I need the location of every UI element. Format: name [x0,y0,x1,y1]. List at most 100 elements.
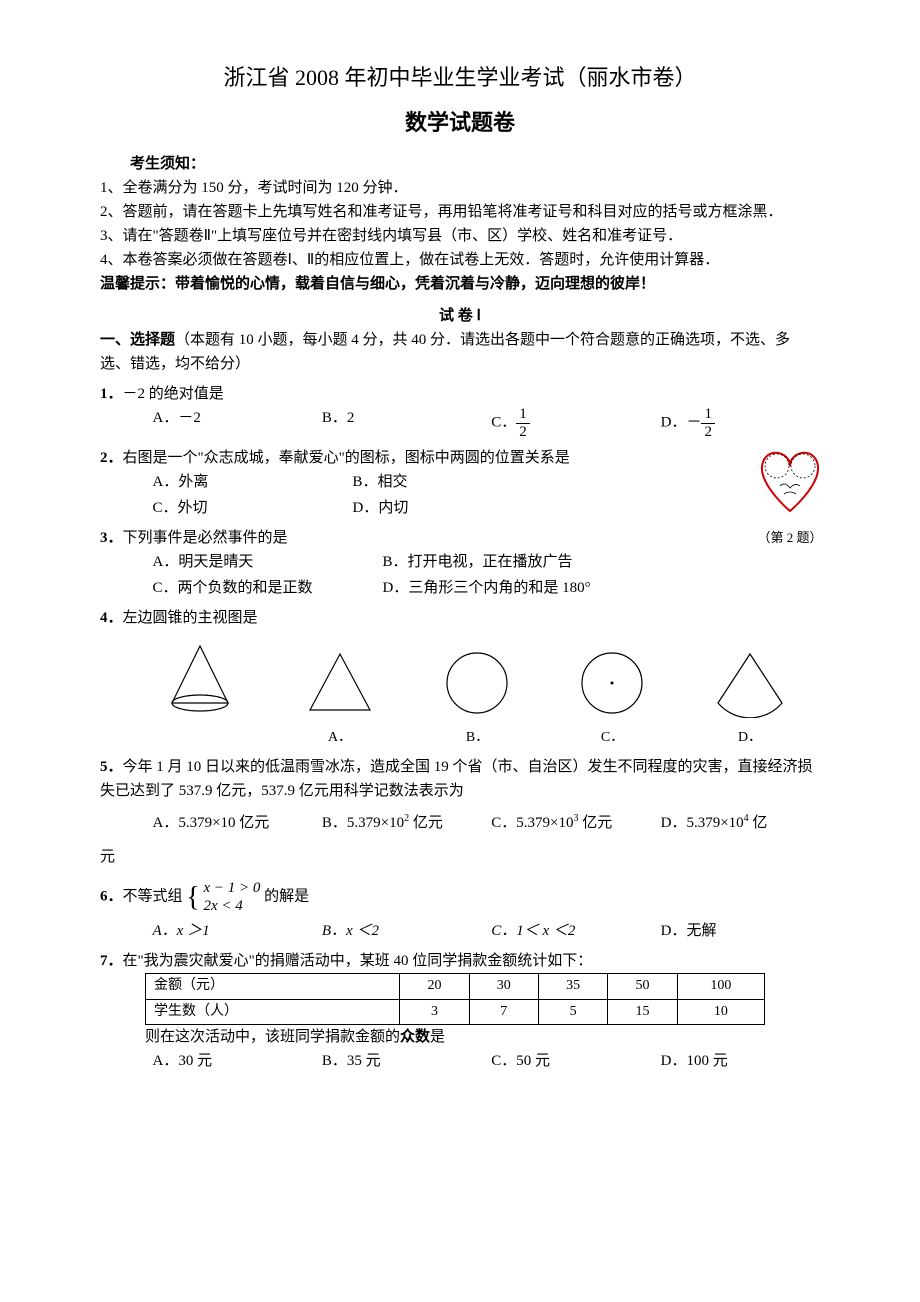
question-5: 5．今年 1 月 10 日以来的低温雨雪冰冻，造成全国 19 个省（市、自治区）… [100,755,820,869]
notice-item: 3、请在"答题卷Ⅱ"上填写座位号并在密封线内填写县（市、区）学校、姓名和准考证号… [100,224,820,248]
q6-prefix: 不等式组 [123,889,183,905]
q2-text: 右图是一个"众志成城，奉献爱心"的图标，图标中两圆的位置关系是 [123,450,570,466]
q4-text: 左边圆锥的主视图是 [123,610,258,626]
q7-option-b: B．35 元 [322,1049,481,1073]
q4-label-c: C． [575,727,650,749]
notice-item: 2、答题前，请在答题卡上先填写姓名和准考证号，再用铅笔将准考证号和科目对应的括号… [100,200,820,224]
table-cell: 5 [538,999,607,1024]
q7-option-d: D．100 元 [661,1049,820,1073]
q3-option-d: D．三角形三个内角的和是 180° [383,576,683,600]
q5-tail: 元 [100,845,820,869]
q4-label-a: A． [300,727,380,749]
q5-optB-pre: B．5.379×10 [322,815,404,831]
q1-optD-label: D． [661,415,687,431]
table-cell: 35 [538,974,607,999]
q2-option-b: B．相交 [353,470,553,494]
q1-optA-label: A． [153,410,179,426]
heart-icon [750,446,830,521]
q3-option-a: A．明天是晴天 [153,550,383,574]
q1-num: 1． [100,386,123,402]
q4-ref-cone [160,638,240,749]
table-row: 金额（元） 20 30 35 50 100 [146,974,765,999]
q6-line2: 2x < 4 [203,897,260,915]
q4-option-c-fig: C． [575,648,650,749]
q5-optC-pre: C．5.379×10 [491,815,573,831]
q6-suffix: 的解是 [264,889,309,905]
q5-optD-post: 亿 [749,815,768,831]
q5-optB-post: 亿元 [409,815,443,831]
page-subtitle: 数学试题卷 [100,105,820,140]
q4-option-a-fig: A． [300,648,380,749]
q5-optD-pre: D．5.379×10 [661,815,744,831]
q7-text: 在"我为震灾献爱心"的捐赠活动中，某班 40 位同学捐款金额统计如下： [123,953,593,969]
q7-table: 金额（元） 20 30 35 50 100 学生数（人） 3 7 5 15 10 [145,973,765,1025]
q2-num: 2． [100,450,123,466]
q1-optC-label: C． [491,415,516,431]
q2-option-c: C．外切 [153,496,353,520]
q4-option-b-fig: B． [440,648,515,749]
q2-option-a: A．外离 [153,470,353,494]
q4-label-d: D． [710,727,790,749]
q3-text: 下列事件是必然事件的是 [123,530,288,546]
q7-text2-post: 是 [430,1029,445,1045]
table-cell: 20 [400,974,469,999]
q3-num: 3． [100,530,123,546]
q7-option-a: A．30 元 [153,1049,312,1073]
table-cell: 10 [677,999,764,1024]
q4-label-b: B． [440,727,515,749]
question-7: 7．在"我为震灾献爱心"的捐赠活动中，某班 40 位同学捐款金额统计如下： 金额… [100,949,820,1073]
q5-option-d: D．5.379×104 亿 [661,811,820,835]
tip-line: 温馨提示：带着愉悦的心情，载着自信与细心，凭着沉着与冷静，迈向理想的彼岸！ [100,272,820,296]
q4-num: 4． [100,610,123,626]
question-4: 4．左边圆锥的主视图是 A． B． [100,606,820,749]
question-1: 1．－2 的绝对值是 A．－2 B．2 C．12 D．－12 [100,382,820,440]
q6-line1: x − 1 > 0 [203,879,260,897]
q7-num: 7． [100,953,123,969]
table-cell: 3 [400,999,469,1024]
q5-option-c: C．5.379×103 亿元 [491,811,650,835]
q1-option-c: C．12 [491,406,650,440]
q7-option-c: C．50 元 [491,1049,650,1073]
part1-rest: （本题有 10 小题，每小题 4 分，共 40 分．请选出各题中一个符合题意的正… [100,332,790,372]
cone-icon [160,638,240,718]
part1-prefix: 一、选择题 [100,332,175,348]
table-cell: 100 [677,974,764,999]
q6-option-a: A．x ＞1 [153,919,312,943]
question-2: 2．右图是一个"众志成城，奉献爱心"的图标，图标中两圆的位置关系是 A．外离 B… [100,446,820,520]
brace-icon: { [186,885,199,910]
question-6: 6．不等式组 { x − 1 > 0 2x < 4 的解是 A．x ＞1 B．x… [100,879,820,943]
page-title: 浙江省 2008 年初中毕业生学业考试（丽水市卷） [100,60,820,95]
q5-num: 5． [100,759,123,775]
q7-text2-bold: 众数 [400,1029,430,1045]
q6-option-d: D．无解 [661,919,820,943]
q1-optB-label: B． [322,410,347,426]
q5-optC-post: 亿元 [578,815,612,831]
q1-option-b: B．2 [322,406,481,440]
q7-text2-pre: 则在这次活动中，该班同学捐款金额的 [145,1029,400,1045]
q7-text2: 则在这次活动中，该班同学捐款金额的众数是 [100,1025,820,1049]
circle-dot-icon [575,648,650,718]
q3-option-b: B．打开电视，正在播放广告 [383,550,683,574]
q3-option-c: C．两个负数的和是正数 [153,576,383,600]
q1-option-a: A．－2 [153,406,312,440]
circle-icon [440,648,515,718]
sector-icon [710,648,790,718]
q5-option-a: A．5.379×10 亿元 [153,811,312,835]
q6-option-c: C．1＜ x ＜2 [491,919,650,943]
table-row: 学生数（人） 3 7 5 15 10 [146,999,765,1024]
table-cell: 50 [608,974,677,999]
notice-item: 1、全卷满分为 150 分，考试时间为 120 分钟． [100,176,820,200]
q1-option-d: D．－12 [661,406,820,440]
table-cell: 30 [469,974,538,999]
notice-heading: 考生须知： [100,152,820,176]
table-cell: 7 [469,999,538,1024]
q7-row1-label: 金额（元） [146,974,400,999]
q6-num: 6． [100,889,123,905]
q5-option-b: B．5.379×102 亿元 [322,811,481,835]
q6-option-b: B．x ＜2 [322,919,481,943]
q4-option-d-fig: D． [710,648,790,749]
q1-optA-val: －2 [178,410,201,426]
question-3: 3．下列事件是必然事件的是 A．明天是晴天 B．打开电视，正在播放广告 C．两个… [100,526,820,600]
notice-item: 4、本卷答案必须做在答题卷Ⅰ、Ⅱ的相应位置上，做在试卷上无效．答题时，允许使用计… [100,248,820,272]
part1-heading: 一、选择题（本题有 10 小题，每小题 4 分，共 40 分．请选出各题中一个符… [100,328,820,376]
